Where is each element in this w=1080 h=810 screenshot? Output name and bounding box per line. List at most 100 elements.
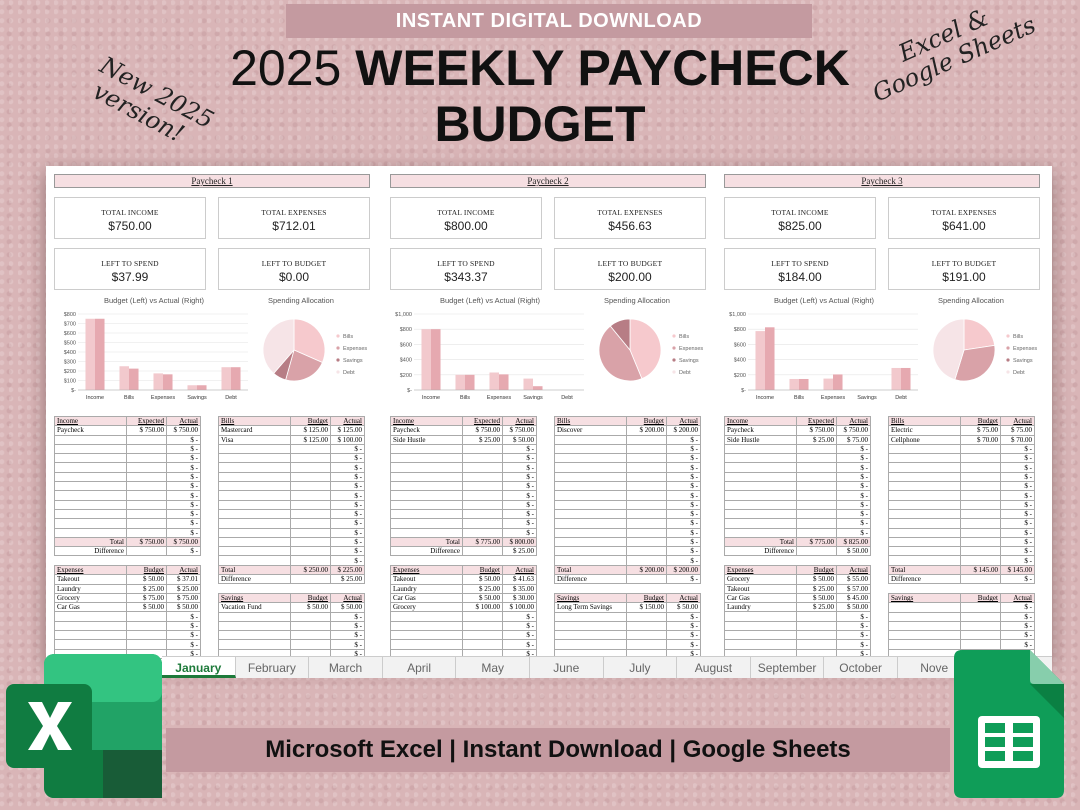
- table-cell[interactable]: [796, 453, 837, 464]
- table-cell[interactable]: [960, 453, 1001, 464]
- table-cell[interactable]: [724, 471, 797, 483]
- table-cell[interactable]: [626, 639, 667, 650]
- table-cell[interactable]: $ -: [330, 527, 365, 538]
- table-cell[interactable]: [554, 443, 627, 455]
- table-cell[interactable]: [888, 471, 961, 483]
- table-cell[interactable]: $ 125.00: [290, 434, 331, 445]
- table-cell[interactable]: [960, 546, 1001, 557]
- table-cell[interactable]: [126, 490, 167, 501]
- table-cell[interactable]: [888, 611, 961, 622]
- table-cell[interactable]: [888, 536, 961, 548]
- table-cell[interactable]: $ 100.00: [502, 602, 537, 613]
- table-cell[interactable]: [218, 508, 291, 520]
- table-cell[interactable]: [724, 508, 797, 520]
- table-cell[interactable]: [960, 630, 1001, 641]
- table-cell[interactable]: Vacation Fund: [218, 602, 291, 613]
- table-cell[interactable]: [54, 508, 127, 520]
- table-cell[interactable]: [626, 518, 667, 529]
- table-cell[interactable]: [54, 453, 127, 464]
- table-cell[interactable]: [290, 462, 331, 473]
- table-cell[interactable]: $ -: [1000, 536, 1035, 548]
- table-cell[interactable]: $ -: [166, 499, 201, 510]
- table-cell[interactable]: Side Hustle: [724, 434, 797, 445]
- table-cell[interactable]: [126, 620, 167, 632]
- table-cell[interactable]: [626, 546, 667, 557]
- table-cell[interactable]: $ 25.00: [796, 583, 837, 594]
- table-cell[interactable]: $ -: [836, 639, 871, 650]
- table-cell[interactable]: [218, 527, 291, 538]
- table-cell[interactable]: [462, 518, 503, 529]
- table-cell[interactable]: Cellphone: [888, 434, 961, 445]
- table-cell[interactable]: [888, 462, 961, 473]
- table-cell[interactable]: [626, 453, 667, 464]
- table-cell[interactable]: $ -: [502, 527, 537, 538]
- table-cell[interactable]: [554, 546, 627, 557]
- table-cell[interactable]: [390, 471, 463, 483]
- table-cell[interactable]: $ -: [330, 490, 365, 501]
- table-cell[interactable]: [796, 611, 837, 622]
- table-cell[interactable]: [218, 620, 291, 632]
- table-cell[interactable]: $ -: [836, 527, 871, 538]
- table-cell[interactable]: [54, 527, 127, 538]
- table-cell[interactable]: $ 57.00: [836, 583, 871, 594]
- table-cell[interactable]: [888, 620, 961, 632]
- table-cell[interactable]: [218, 453, 291, 464]
- table-cell[interactable]: $ 50.00: [166, 602, 201, 613]
- table-cell[interactable]: [218, 462, 291, 473]
- table-cell[interactable]: [554, 518, 627, 529]
- table-cell[interactable]: $ -: [330, 555, 365, 566]
- table-cell[interactable]: [390, 481, 463, 492]
- table-cell[interactable]: $ -: [166, 462, 201, 473]
- table-cell[interactable]: [960, 611, 1001, 622]
- table-cell[interactable]: [218, 630, 291, 641]
- table-cell[interactable]: [462, 490, 503, 501]
- table-cell[interactable]: [888, 546, 961, 557]
- table-cell[interactable]: Grocery: [390, 602, 463, 613]
- table-cell[interactable]: [218, 536, 291, 548]
- table-cell[interactable]: $ -: [1000, 527, 1035, 538]
- table-cell[interactable]: $ -: [166, 620, 201, 632]
- table-cell[interactable]: [290, 481, 331, 492]
- table-cell[interactable]: Takeout: [724, 583, 797, 594]
- table-cell[interactable]: [554, 639, 627, 650]
- table-cell[interactable]: [54, 499, 127, 510]
- table-cell[interactable]: [960, 490, 1001, 501]
- table-cell[interactable]: [126, 453, 167, 464]
- table-cell[interactable]: $ -: [1000, 481, 1035, 492]
- table-cell[interactable]: Grocery: [54, 592, 127, 604]
- table-cell[interactable]: [54, 443, 127, 455]
- table-cell[interactable]: [554, 453, 627, 464]
- table-cell[interactable]: $ 50.00: [666, 602, 701, 613]
- table-cell[interactable]: $ -: [502, 471, 537, 483]
- table-cell[interactable]: Paycheck: [54, 425, 127, 436]
- table-cell[interactable]: [554, 620, 627, 632]
- table-cell[interactable]: Takeout: [54, 574, 127, 585]
- table-cell[interactable]: [218, 518, 291, 529]
- table-cell[interactable]: $ -: [330, 639, 365, 650]
- table-cell[interactable]: [390, 508, 463, 520]
- table-cell[interactable]: $ -: [330, 453, 365, 464]
- table-cell[interactable]: Car Gas: [390, 592, 463, 604]
- table-cell[interactable]: $ -: [166, 443, 201, 455]
- table-cell[interactable]: $ -: [166, 434, 201, 445]
- table-cell[interactable]: $ 750.00: [796, 425, 837, 436]
- table-cell[interactable]: $ -: [166, 611, 201, 622]
- table-cell[interactable]: [554, 630, 627, 641]
- table-cell[interactable]: [960, 462, 1001, 473]
- table-cell[interactable]: [126, 434, 167, 445]
- table-cell[interactable]: [462, 611, 503, 622]
- table-cell[interactable]: [796, 490, 837, 501]
- table-cell[interactable]: [626, 555, 667, 566]
- table-cell[interactable]: $ -: [666, 555, 701, 566]
- table-cell[interactable]: $ 37.01: [166, 574, 201, 585]
- table-cell[interactable]: [462, 630, 503, 641]
- table-cell[interactable]: [554, 434, 627, 445]
- table-cell[interactable]: [888, 508, 961, 520]
- table-cell[interactable]: $ 50.00: [126, 602, 167, 613]
- tab-february[interactable]: February: [236, 657, 310, 678]
- table-cell[interactable]: Mastercard: [218, 425, 291, 436]
- table-cell[interactable]: $ -: [502, 630, 537, 641]
- table-cell[interactable]: $ -: [330, 536, 365, 548]
- table-cell[interactable]: [290, 499, 331, 510]
- table-cell[interactable]: [626, 499, 667, 510]
